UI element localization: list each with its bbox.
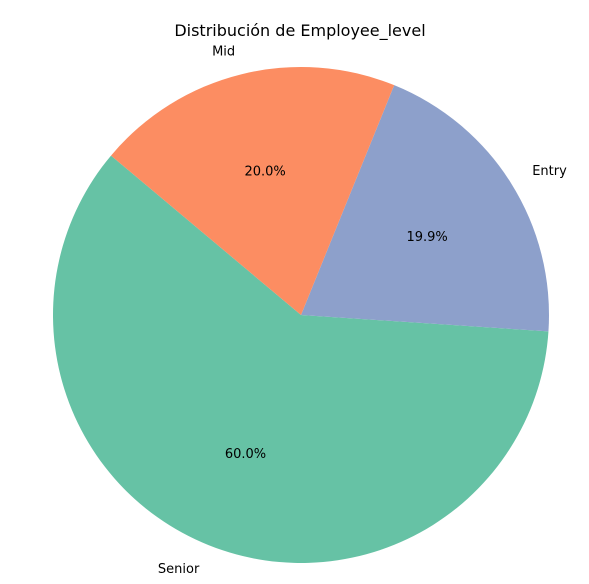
- pie-labels: Senior 60.0% Entry 19.9% Mid 20.0%: [158, 44, 567, 577]
- pie-slice-mid: [111, 67, 395, 315]
- category-label-senior: Senior: [158, 562, 200, 577]
- percent-label-entry: 19.9%: [406, 230, 447, 245]
- percent-label-senior: 60.0%: [225, 447, 266, 462]
- chart-title: Distribución de Employee_level: [174, 21, 425, 41]
- category-label-entry: Entry: [532, 164, 567, 179]
- pie-slice-entry: [301, 85, 550, 332]
- pie-slices: [53, 67, 550, 563]
- pie-slice-senior: [53, 155, 549, 563]
- percent-label-mid: 20.0%: [244, 165, 285, 180]
- category-label-mid: Mid: [212, 44, 235, 59]
